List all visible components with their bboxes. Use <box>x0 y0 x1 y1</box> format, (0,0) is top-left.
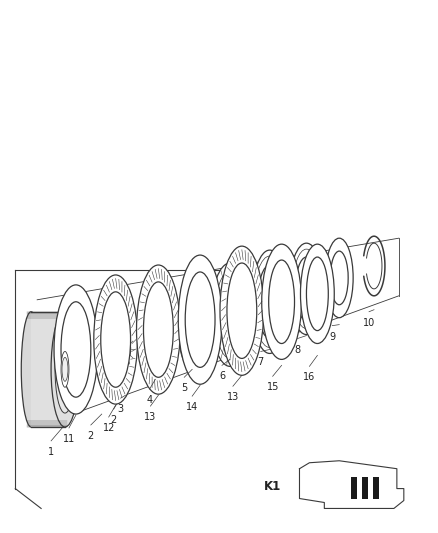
Ellipse shape <box>300 244 334 343</box>
Polygon shape <box>300 461 404 508</box>
Ellipse shape <box>58 337 72 401</box>
Polygon shape <box>31 312 65 427</box>
Ellipse shape <box>145 311 165 370</box>
Text: 6: 6 <box>219 372 225 381</box>
Ellipse shape <box>307 257 328 330</box>
Text: 3: 3 <box>117 404 124 414</box>
Ellipse shape <box>144 282 173 377</box>
Ellipse shape <box>61 302 91 397</box>
Ellipse shape <box>94 275 138 404</box>
Ellipse shape <box>211 263 249 366</box>
Text: 4: 4 <box>146 395 152 405</box>
Ellipse shape <box>55 326 75 413</box>
Ellipse shape <box>120 338 131 360</box>
Ellipse shape <box>227 263 257 358</box>
Ellipse shape <box>258 265 282 338</box>
Ellipse shape <box>220 246 264 375</box>
Ellipse shape <box>252 250 288 353</box>
Ellipse shape <box>117 332 134 367</box>
Text: 12: 12 <box>102 423 115 433</box>
Ellipse shape <box>183 300 201 356</box>
Text: 2: 2 <box>110 415 117 425</box>
Ellipse shape <box>178 255 222 384</box>
Text: 10: 10 <box>363 318 375 328</box>
Ellipse shape <box>268 260 294 343</box>
Ellipse shape <box>325 238 353 318</box>
Ellipse shape <box>61 351 69 387</box>
Text: 13: 13 <box>227 392 239 402</box>
Ellipse shape <box>220 281 240 349</box>
Text: 15: 15 <box>266 382 279 392</box>
Ellipse shape <box>62 358 68 381</box>
Ellipse shape <box>21 312 41 427</box>
Text: K1: K1 <box>265 480 282 493</box>
Ellipse shape <box>137 265 180 394</box>
Bar <box>351 477 357 498</box>
Ellipse shape <box>262 244 301 359</box>
Text: 9: 9 <box>329 332 336 342</box>
Ellipse shape <box>296 257 318 321</box>
Bar <box>373 477 379 498</box>
Ellipse shape <box>54 285 98 414</box>
Ellipse shape <box>178 286 206 369</box>
Text: 8: 8 <box>294 344 300 354</box>
Text: 1: 1 <box>48 447 54 457</box>
Bar <box>362 477 368 498</box>
Text: 11: 11 <box>63 434 75 444</box>
Text: 14: 14 <box>186 402 198 412</box>
Ellipse shape <box>185 272 215 367</box>
Text: 13: 13 <box>144 412 156 422</box>
Ellipse shape <box>290 243 323 335</box>
Text: 7: 7 <box>258 358 264 367</box>
Ellipse shape <box>51 312 79 427</box>
Ellipse shape <box>148 319 162 362</box>
Text: 2: 2 <box>88 431 94 441</box>
Ellipse shape <box>101 292 131 387</box>
Text: 16: 16 <box>303 373 315 382</box>
Ellipse shape <box>330 251 348 305</box>
Text: 5: 5 <box>181 383 187 393</box>
